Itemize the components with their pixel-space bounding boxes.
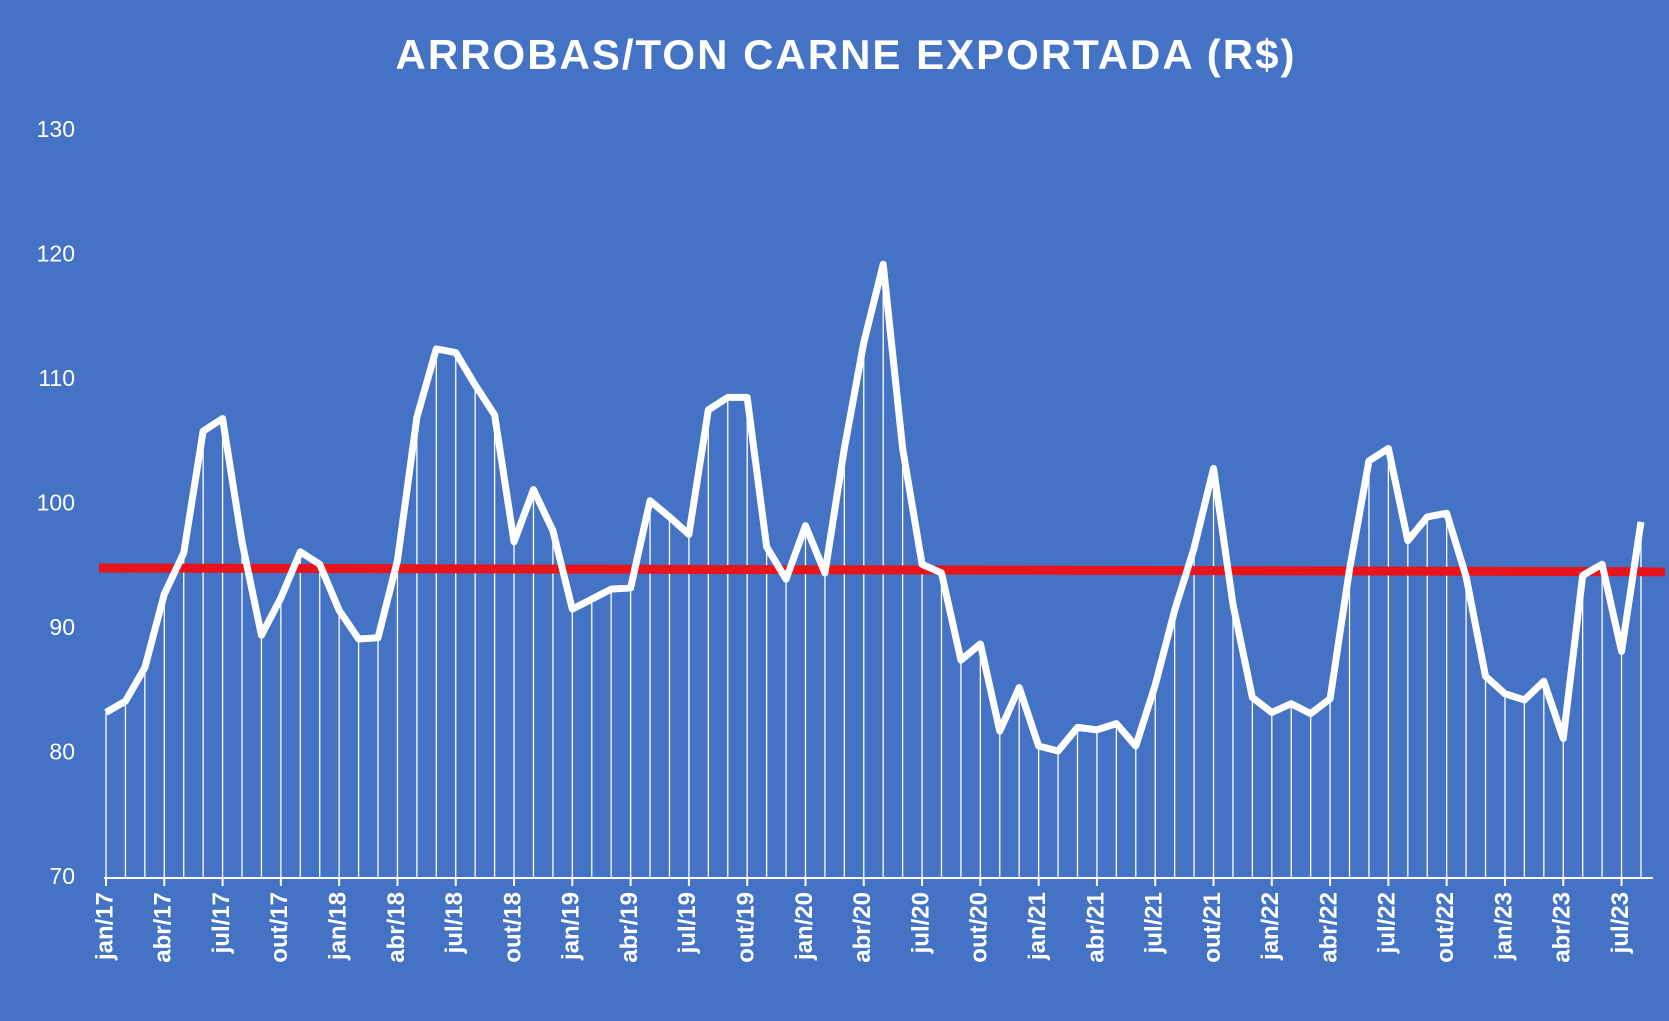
y-tick-label: 130 — [37, 116, 75, 142]
data-line — [104, 260, 1645, 755]
x-tick-label: jul/18 — [441, 892, 468, 954]
trend-line — [98, 563, 1666, 577]
y-tick-label: 80 — [49, 739, 75, 765]
x-tick-label: out/22 — [1432, 892, 1459, 963]
x-tick-label: abr/23 — [1549, 892, 1576, 963]
x-tick-label: abr/17 — [150, 892, 177, 963]
x-tick-label: jul/23 — [1607, 892, 1634, 954]
x-tick-label: jan/21 — [1024, 892, 1051, 961]
x-tick-label: jul/21 — [1141, 892, 1168, 954]
x-tick-label: jul/17 — [208, 892, 235, 954]
x-tick-label: abr/18 — [383, 892, 410, 963]
x-tick-label: jan/19 — [558, 892, 585, 961]
x-tick-label: abr/20 — [849, 892, 876, 963]
y-tick-label: 100 — [37, 490, 75, 516]
y-tick-label: 120 — [37, 241, 75, 267]
y-tick-label: 90 — [49, 614, 75, 640]
x-tick-label: out/20 — [966, 892, 993, 963]
y-tick-label: 70 — [49, 863, 75, 889]
x-tick-label: jul/22 — [1374, 892, 1401, 954]
chart-title: ARROBAS/TON CARNE EXPORTADA (R$) — [396, 31, 1297, 78]
x-tick-label: out/18 — [499, 892, 526, 963]
x-tick-label: jul/20 — [907, 892, 934, 954]
x-tick-label: jul/19 — [674, 892, 701, 954]
x-tick-label: abr/19 — [616, 892, 643, 963]
x-tick-label: out/19 — [733, 892, 760, 963]
x-tick-label: abr/21 — [1082, 892, 1109, 963]
x-tick-label: jan/17 — [91, 892, 118, 961]
x-tick-label: jan/20 — [791, 892, 818, 961]
x-tick-label: out/17 — [266, 892, 293, 963]
x-tick-label: jan/22 — [1257, 892, 1284, 961]
x-tick-label: jan/18 — [325, 892, 352, 961]
x-tick-label: abr/22 — [1315, 892, 1342, 963]
x-tick-label: out/21 — [1199, 892, 1226, 963]
x-tick-label: jan/23 — [1490, 892, 1517, 961]
y-tick-label: 110 — [38, 365, 75, 391]
